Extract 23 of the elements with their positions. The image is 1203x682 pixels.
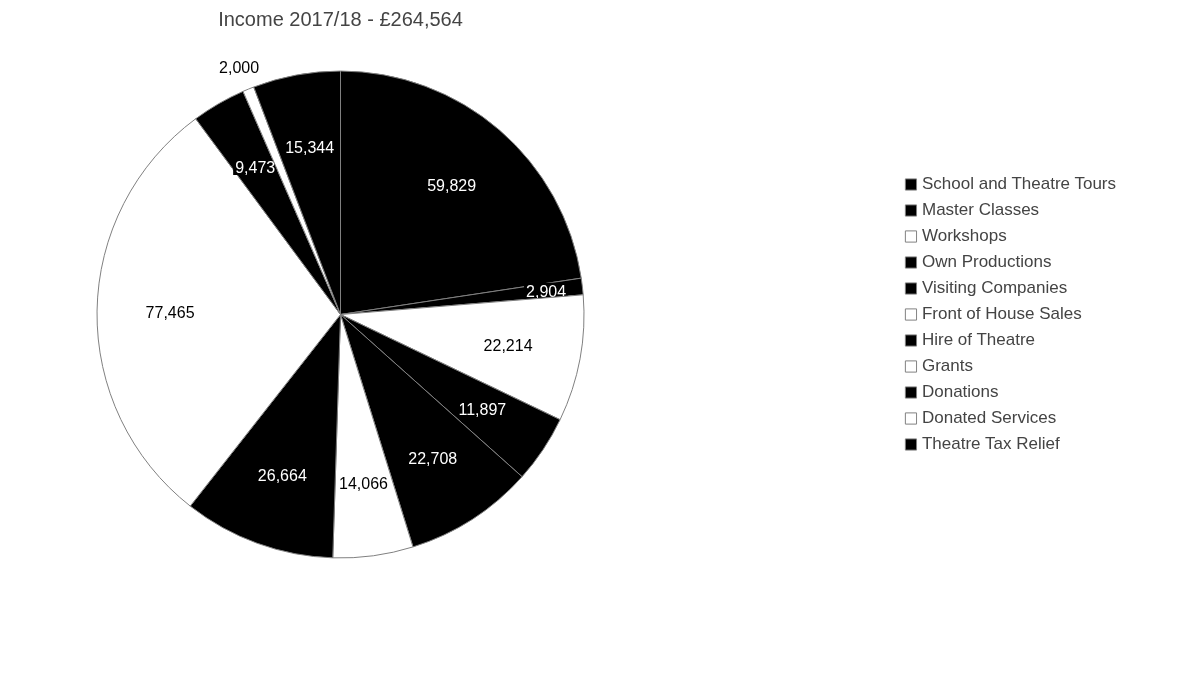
legend-label: School and Theatre Tours <box>921 174 1117 194</box>
legend-label: Hire of Theatre <box>921 330 1036 350</box>
data-label: 26,664 <box>257 466 307 484</box>
legend-label: Grants <box>921 356 973 376</box>
data-label: 9,473 <box>235 158 276 176</box>
data-label: 14,066 <box>339 475 389 493</box>
data-label: 15,344 <box>285 138 335 156</box>
data-label: 22,708 <box>408 449 458 467</box>
data-label: 77,465 <box>145 304 195 322</box>
legend-label: Donated Services <box>921 408 1057 428</box>
legend-label: Workshops <box>921 226 1007 246</box>
legend-label: Own Productions <box>921 252 1052 272</box>
legend-label: Visiting Companies <box>921 278 1068 298</box>
data-label: 2,000 <box>219 58 260 76</box>
chart-title: Income 2017/18 - £264,564 <box>218 7 463 30</box>
data-label: 59,829 <box>427 177 477 195</box>
data-label: 11,897 <box>458 401 507 419</box>
data-label: 22,214 <box>483 337 533 355</box>
legend-label: Donations <box>921 382 999 402</box>
data-label: 2,904 <box>526 282 567 300</box>
legend-label: Theatre Tax Relief <box>921 434 1060 454</box>
legend-label: Master Classes <box>921 200 1040 220</box>
legend-label: Front of House Sales <box>921 304 1082 324</box>
